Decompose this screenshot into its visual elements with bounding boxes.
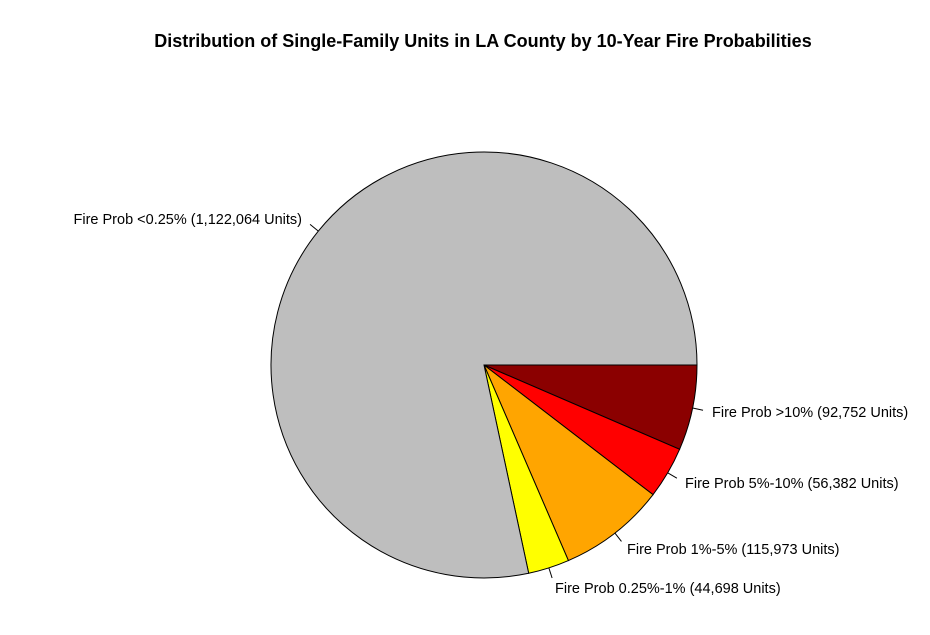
pie-slice [270,151,698,579]
leader-line [309,224,319,232]
chart-title: Distribution of Single-Family Units in L… [154,31,811,51]
slice-label: Fire Prob >10% (92,752 Units) [712,405,908,421]
slice-label: Fire Prob <0.25% (1,122,064 Units) [74,212,303,228]
slice-label: Fire Prob 0.25%-1% (44,698 Units) [555,581,781,597]
leader-line [548,567,553,579]
slice-label: Fire Prob 5%-10% (56,382 Units) [685,476,899,492]
slice-labels: Fire Prob >10% (92,752 Units) Fire Prob 5… [74,212,909,597]
pie-slice [482,363,654,562]
slice-label: Fire Prob 1%-5% (115,973 Units) [627,542,840,558]
leader-line [667,472,678,479]
leader-lines [309,224,704,579]
leader-line [614,532,622,542]
leader-line [692,407,704,411]
pie-slices [270,151,698,579]
